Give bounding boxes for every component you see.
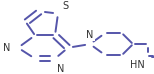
Text: N: N [86, 30, 94, 40]
Text: N: N [57, 64, 64, 74]
Text: N: N [3, 43, 10, 53]
Text: S: S [62, 1, 68, 11]
Text: HN: HN [130, 60, 145, 70]
